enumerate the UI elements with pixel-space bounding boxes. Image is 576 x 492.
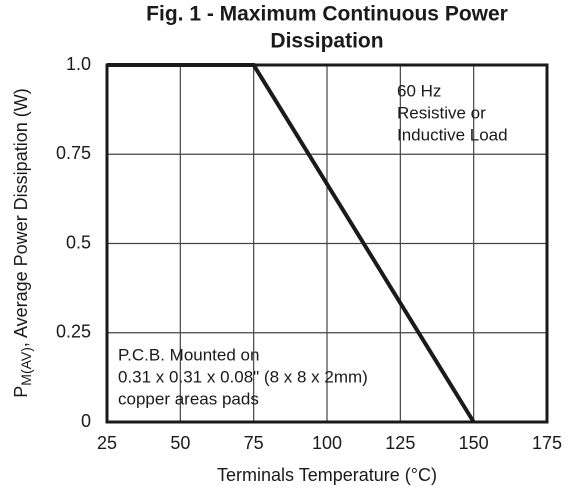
y-tick-label: 0 xyxy=(81,411,91,431)
y-label-base: P xyxy=(11,386,31,398)
x-tick-label: 75 xyxy=(244,433,264,453)
annotation: 0.31 x 0.31 x 0.08" (8 x 8 x 2mm) xyxy=(118,367,368,386)
y-tick-label: 1.0 xyxy=(66,54,91,74)
y-label-rest: , Average Power Dissipation (W) xyxy=(11,88,31,347)
x-tick-label: 125 xyxy=(385,433,415,453)
annotation: 60 Hz xyxy=(397,81,441,100)
data-line xyxy=(107,63,476,424)
x-tick-label: 100 xyxy=(312,433,342,453)
x-tick-label: 25 xyxy=(97,433,117,453)
y-tick-label: 0.25 xyxy=(56,322,91,342)
chart-title: Dissipation xyxy=(270,30,383,53)
x-tick-label: 50 xyxy=(170,433,190,453)
annotation: P.C.B. Mounted on xyxy=(118,345,259,364)
chart-title: Fig. 1 - Maximum Continuous Power xyxy=(146,3,508,26)
annotation: copper areas pads xyxy=(118,389,259,408)
y-axis-label: PM(AV), Average Power Dissipation (W) xyxy=(11,88,34,397)
annotation: Resistive or xyxy=(397,103,486,122)
x-axis-label: Terminals Temperature (°C) xyxy=(217,465,437,485)
plot-frame xyxy=(105,63,549,424)
x-tick-label: 175 xyxy=(532,433,562,453)
y-tick-label: 0.5 xyxy=(66,232,91,252)
y-tick-label: 0.75 xyxy=(56,143,91,163)
annotation: Inductive Load xyxy=(397,125,508,144)
y-label-sub: M(AV) xyxy=(18,347,34,386)
x-tick-label: 150 xyxy=(459,433,489,453)
